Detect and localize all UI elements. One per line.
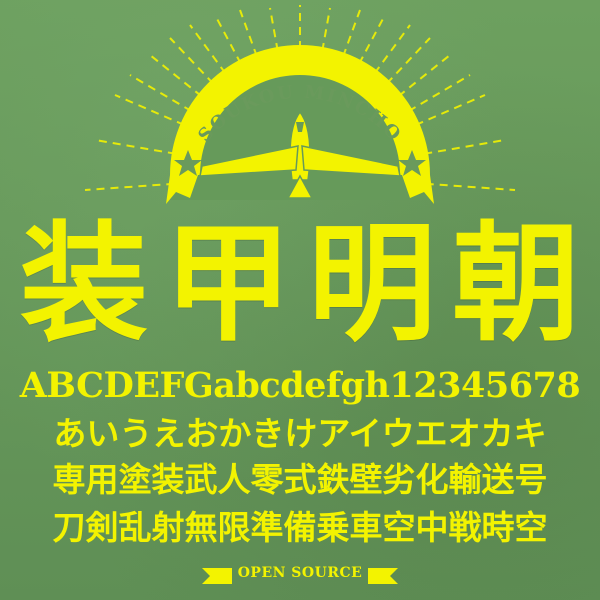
title-char-4: 朝 (451, 209, 580, 359)
fighter-jet-icon (199, 110, 401, 199)
footer-label: OPEN SOURCE (237, 565, 363, 581)
title-char-1: 装 (19, 209, 148, 359)
footer-banner-left (202, 568, 232, 584)
star-icon-left (174, 150, 202, 176)
sample-kana: あいうえおかきけアイウエオカキ (53, 414, 547, 453)
ribbon-end-right (402, 175, 434, 204)
arch-ribbon (170, 45, 430, 175)
page-title: 装 甲 明 朝 (0, 214, 600, 354)
star-icon-right (398, 150, 426, 176)
footer-banner-right (368, 568, 398, 584)
sample-kanji-2: 刀剣乱射無限準備乗車空中戦時空 (52, 508, 548, 547)
ribbon-end-left (166, 175, 198, 204)
sample-latin: ABCDEFGabcdefgh12345678 (19, 365, 581, 406)
title-char-3: 明 (307, 209, 436, 359)
title-char-2: 甲 (163, 209, 292, 359)
sample-kanji-1: 専用塗装武人零式鉄壁劣化輸送号 (52, 460, 548, 499)
